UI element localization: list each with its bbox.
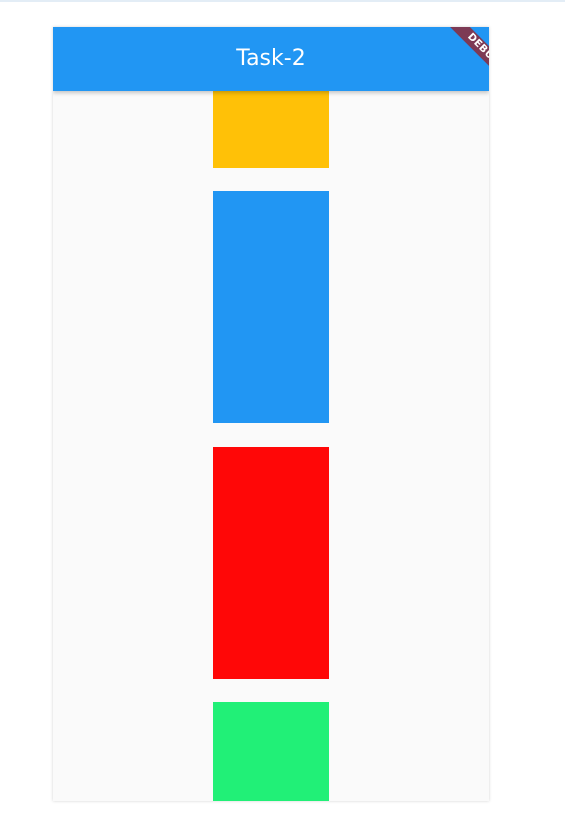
debug-banner-label: DEBUG bbox=[439, 27, 489, 91]
blue-box bbox=[213, 191, 329, 423]
scrollable-list[interactable] bbox=[53, 91, 489, 801]
amber-box bbox=[213, 91, 329, 168]
green-box bbox=[213, 702, 329, 801]
debug-banner: DEBUG bbox=[425, 27, 489, 91]
window-top-border bbox=[0, 0, 565, 2]
red-box bbox=[213, 447, 329, 679]
app-bar: Task-2 bbox=[53, 27, 489, 91]
app-bar-title: Task-2 bbox=[236, 46, 306, 71]
app-window: Task-2 DEBUG bbox=[53, 27, 489, 801]
